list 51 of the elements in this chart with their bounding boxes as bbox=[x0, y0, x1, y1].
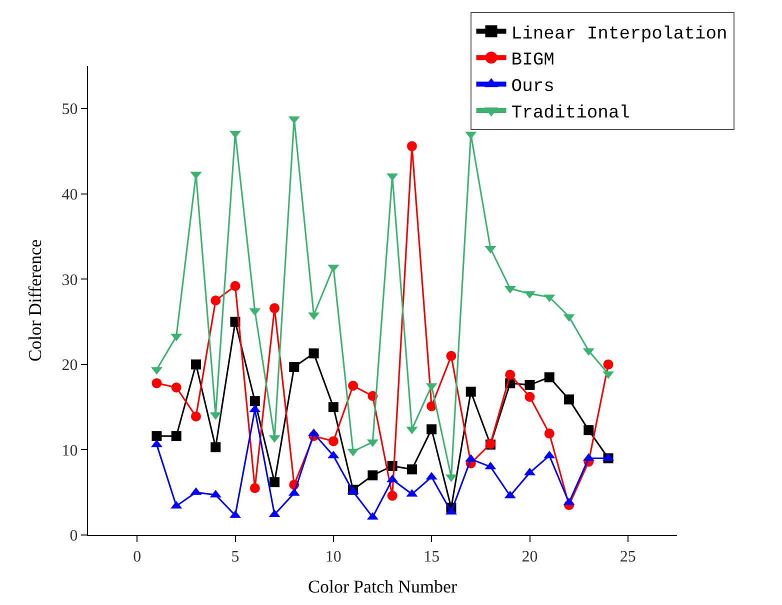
y-tick-label: 40 bbox=[62, 186, 78, 204]
x-axis-title: Color Patch Number bbox=[308, 576, 457, 596]
point bbox=[250, 483, 260, 494]
point bbox=[544, 372, 554, 382]
x-tick-label: 20 bbox=[522, 548, 538, 566]
point bbox=[152, 431, 162, 442]
y-tick-label: 30 bbox=[62, 272, 78, 289]
point bbox=[505, 370, 516, 380]
point bbox=[564, 394, 574, 404]
point bbox=[406, 464, 417, 474]
y-axis-title: Color Difference bbox=[24, 239, 45, 362]
y-tick-label: 20 bbox=[62, 357, 78, 374]
y-tick-label: 50 bbox=[62, 101, 78, 118]
legend-label: Ours bbox=[511, 77, 554, 98]
point bbox=[328, 436, 338, 446]
point bbox=[190, 411, 201, 422]
legend-label: BIGM bbox=[511, 50, 554, 71]
point bbox=[348, 380, 358, 391]
point bbox=[210, 442, 221, 452]
x-tick-label: 10 bbox=[325, 548, 342, 566]
point bbox=[524, 392, 535, 402]
point bbox=[289, 362, 300, 372]
point bbox=[524, 380, 535, 390]
point bbox=[426, 424, 437, 434]
x-tick-label: 15 bbox=[424, 548, 440, 566]
x-tick-label: 5 bbox=[231, 548, 240, 566]
point bbox=[270, 303, 280, 314]
point bbox=[190, 359, 201, 370]
x-tick-label: 0 bbox=[133, 548, 142, 566]
point bbox=[270, 477, 280, 488]
x-tick-label: 25 bbox=[620, 548, 636, 566]
point bbox=[603, 359, 614, 370]
point bbox=[210, 296, 221, 306]
point bbox=[387, 490, 398, 501]
point bbox=[308, 348, 319, 358]
point bbox=[466, 386, 476, 397]
point bbox=[584, 425, 594, 436]
point bbox=[368, 470, 378, 480]
legend-label: Traditional bbox=[511, 103, 630, 124]
point bbox=[446, 350, 456, 361]
point bbox=[152, 378, 162, 388]
point bbox=[544, 428, 554, 439]
point bbox=[171, 431, 182, 442]
point bbox=[171, 382, 182, 392]
point bbox=[406, 141, 417, 152]
point bbox=[250, 396, 260, 406]
y-tick-label: 10 bbox=[62, 442, 78, 460]
point bbox=[230, 281, 240, 291]
y-tick-label: 0 bbox=[70, 528, 78, 545]
point bbox=[328, 402, 338, 412]
legend-label: Linear Interpolation bbox=[511, 24, 728, 44]
